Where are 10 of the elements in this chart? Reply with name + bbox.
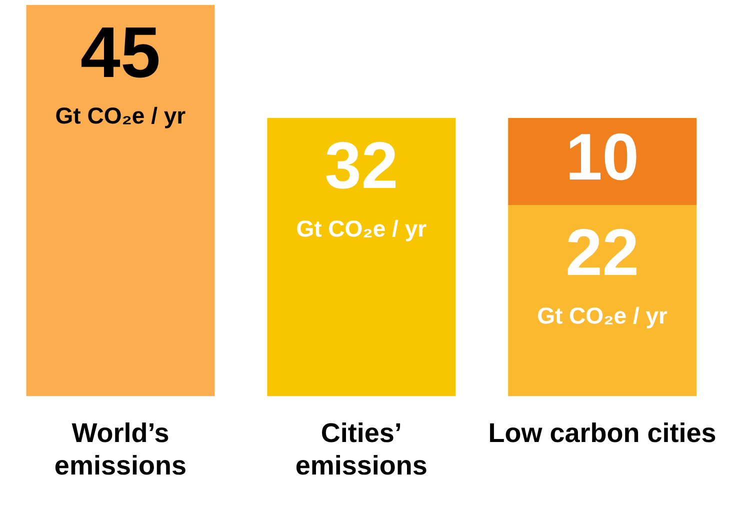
x-tick-label: World’s emissions [54, 418, 186, 480]
annotation: Gt CO₂e / yr [537, 302, 668, 328]
annotation: Gt CO₂e / yr [55, 102, 186, 128]
data-label: 32 [324, 128, 398, 202]
data-label: 10 [566, 120, 640, 194]
x-tick-label: Cities’ emissions [295, 418, 428, 480]
data-label: 22 [566, 215, 640, 290]
x-tick-label: Low carbon cities [488, 418, 716, 448]
data-label: 45 [80, 12, 161, 93]
annotation: Gt CO₂e / yr [296, 215, 427, 242]
